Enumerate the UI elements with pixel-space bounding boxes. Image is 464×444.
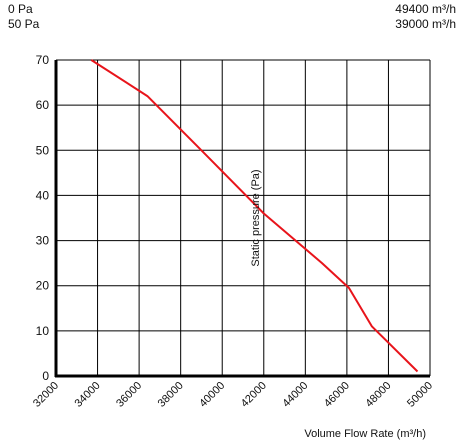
y-tick-label: 60	[36, 98, 50, 112]
x-tick-label: 40000	[197, 380, 227, 410]
axes	[54, 60, 430, 378]
x-tick-labels: 32000 34000 36000 38000 40000 42000 44000 46000…	[31, 380, 435, 410]
y-tick-label: 20	[36, 279, 50, 293]
grid	[55, 59, 431, 377]
header-right-line-1: 49400 m³/h	[395, 2, 456, 16]
x-tick-label: 38000	[156, 380, 186, 410]
x-tick-label: 48000	[363, 380, 393, 410]
y-tick-label: 10	[36, 324, 50, 338]
y-tick-label: 0	[42, 369, 49, 383]
x-tick-label: 42000	[239, 380, 269, 410]
x-tick-label: 50000	[405, 380, 435, 410]
y-tick-labels: 0 10 20 30 40 50 60 70	[36, 53, 50, 383]
y-tick-label: 50	[36, 143, 50, 157]
x-tick-label: 46000	[322, 380, 352, 410]
header-left: 0 Pa 50 Pa	[8, 2, 39, 32]
header-left-line-1: 0 Pa	[8, 2, 33, 16]
x-tick-label: 36000	[114, 380, 144, 410]
y-tick-label: 30	[36, 234, 50, 248]
x-tick-label: 44000	[280, 380, 310, 410]
y-tick-label: 40	[36, 188, 50, 202]
header-left-line-2: 50 Pa	[8, 17, 40, 31]
x-axis-label: Volume Flow Rate (m³/h)	[304, 428, 426, 440]
header-right: 49400 m³/h 39000 m³/h	[395, 2, 456, 32]
series-group	[90, 59, 419, 373]
y-axis-label: Static pressure (Pa)	[250, 169, 262, 266]
header-right-line-2: 39000 m³/h	[395, 17, 456, 31]
x-tick-label: 34000	[73, 380, 103, 410]
series-line	[90, 59, 419, 373]
x-tick-label: 32000	[31, 380, 61, 410]
y-tick-label: 70	[36, 53, 50, 67]
